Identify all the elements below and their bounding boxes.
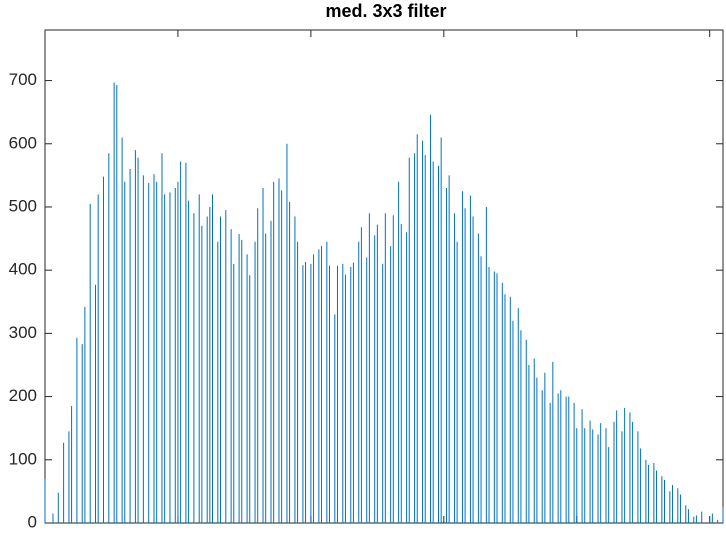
y-tick-label: 700 xyxy=(9,70,37,89)
y-tick-label: 300 xyxy=(9,323,37,342)
y-tick-label: 0 xyxy=(28,512,37,531)
plot-frame xyxy=(44,29,724,524)
y-tick-label: 400 xyxy=(9,260,37,279)
chart-title: med. 3x3 filter xyxy=(325,1,446,21)
y-tick-label: 200 xyxy=(9,386,37,405)
y-tick-label: 100 xyxy=(9,449,37,468)
y-tick-label: 500 xyxy=(9,196,37,215)
y-tick-label: 600 xyxy=(9,133,37,152)
